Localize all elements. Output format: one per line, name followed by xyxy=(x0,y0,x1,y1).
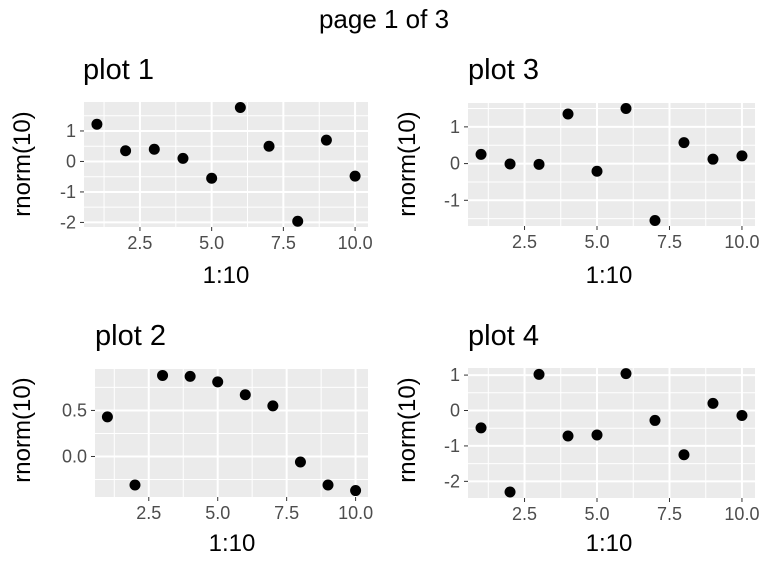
data-point xyxy=(322,479,334,491)
data-point xyxy=(678,137,690,149)
page-title: page 1 of 3 xyxy=(318,4,450,34)
data-point xyxy=(562,430,574,442)
data-point xyxy=(234,101,246,113)
data-point xyxy=(129,479,141,491)
y-tick-label: 0.0 xyxy=(62,446,87,466)
plot-title: plot 1 xyxy=(83,54,154,86)
data-point xyxy=(736,150,748,162)
x-tick-label: 10.0 xyxy=(338,233,373,253)
x-tick-label: 2.5 xyxy=(136,503,161,523)
data-point xyxy=(591,429,603,441)
x-tick-label: 7.5 xyxy=(274,503,299,523)
data-point xyxy=(294,456,306,468)
data-point xyxy=(533,158,545,170)
data-point xyxy=(320,134,332,146)
scatter-plot-3: 2.5 5.0 7.5 10.0 -1 0 1 xyxy=(444,103,759,252)
data-point xyxy=(475,148,487,160)
data-point xyxy=(148,143,160,155)
data-point xyxy=(649,414,661,426)
y-tick-label: 1 xyxy=(66,121,76,141)
data-point xyxy=(101,411,113,423)
x-tick-label: 2.5 xyxy=(512,504,537,524)
data-point xyxy=(177,152,189,164)
panel-background xyxy=(84,102,368,227)
data-point xyxy=(620,368,632,380)
data-point xyxy=(239,389,251,401)
data-point xyxy=(707,153,719,165)
scatter-plot-4: 2.5 5.0 7.5 10.0 -2 -1 0 1 xyxy=(444,365,759,524)
data-point xyxy=(475,422,487,434)
plot-title: plot 3 xyxy=(468,54,539,86)
y-tick-label: 0 xyxy=(66,151,76,171)
data-point xyxy=(620,103,632,115)
data-point xyxy=(91,118,103,130)
data-point xyxy=(184,370,196,382)
x-tick-label: 10.0 xyxy=(338,503,373,523)
x-tick-label: 10.0 xyxy=(724,504,759,524)
data-point xyxy=(292,215,304,227)
data-point xyxy=(591,165,603,177)
y-tick-label: -1 xyxy=(444,436,460,456)
y-tick-label: -2 xyxy=(60,212,76,232)
data-point xyxy=(349,170,361,182)
data-point xyxy=(504,158,516,170)
y-tick-label: -1 xyxy=(444,190,460,210)
scatter-plot-2: 2.5 5.0 7.5 10.0 0.0 0.5 xyxy=(62,369,373,523)
x-tick-label: 2.5 xyxy=(512,232,537,252)
y-tick-label: -2 xyxy=(444,471,460,491)
data-point xyxy=(678,449,690,461)
x-tick-label: 7.5 xyxy=(657,504,682,524)
y-tick-label: -1 xyxy=(60,182,76,202)
data-point xyxy=(504,486,516,498)
data-point xyxy=(157,369,169,381)
data-point xyxy=(533,368,545,380)
x-axis-label: 1:10 xyxy=(585,530,633,557)
x-tick-label: 2.5 xyxy=(127,233,152,253)
x-tick-label: 7.5 xyxy=(657,232,682,252)
x-tick-label: 10.0 xyxy=(724,232,759,252)
y-tick-label: 0.5 xyxy=(62,400,87,420)
y-tick-label: 0 xyxy=(450,401,460,421)
data-point xyxy=(267,400,279,412)
data-point xyxy=(120,145,132,157)
plot-title: plot 2 xyxy=(95,320,166,352)
data-point xyxy=(212,376,224,388)
x-axis-label: 1:10 xyxy=(585,262,633,289)
data-point xyxy=(649,214,661,226)
x-tick-label: 5.0 xyxy=(205,503,230,523)
data-point xyxy=(350,485,362,497)
y-tick-label: 0 xyxy=(450,154,460,174)
x-tick-label: 7.5 xyxy=(271,233,296,253)
scatter-plot-1: 2.5 5.0 7.5 10.0 -2 -1 0 1 xyxy=(60,101,373,253)
y-tick-label: 1 xyxy=(450,117,460,137)
panel-background xyxy=(468,368,755,498)
x-axis-label: 1:10 xyxy=(202,262,250,289)
x-axis-label: 1:10 xyxy=(208,530,256,557)
x-tick-label: 5.0 xyxy=(584,232,609,252)
data-point xyxy=(206,172,218,184)
data-point xyxy=(707,397,719,409)
data-point xyxy=(562,108,574,120)
data-point xyxy=(263,140,275,152)
x-tick-label: 5.0 xyxy=(199,233,224,253)
data-point xyxy=(736,409,748,421)
y-tick-label: 1 xyxy=(450,365,460,385)
plot-title: plot 4 xyxy=(468,320,539,352)
x-tick-label: 5.0 xyxy=(584,504,609,524)
